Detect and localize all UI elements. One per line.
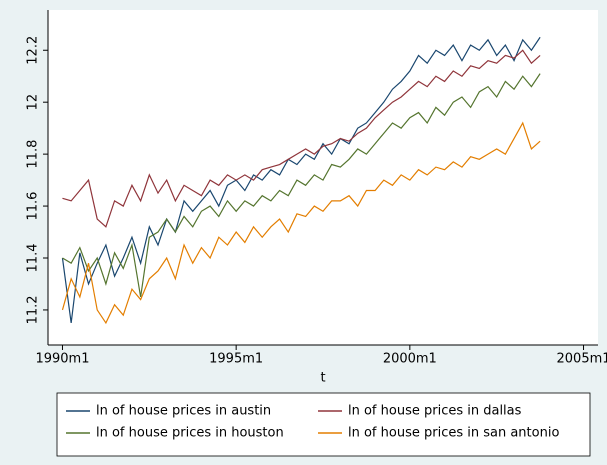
x-tick-label: 1995m1 (209, 352, 263, 367)
y-tick-label: 11.8 (26, 140, 41, 169)
legend-label: ln of house prices in houston (96, 426, 284, 441)
series-line (61, 36, 541, 324)
y-tick-label: 12.2 (26, 36, 41, 65)
legend-label: ln of house prices in austin (96, 404, 271, 419)
y-tick-label: 11.2 (26, 295, 41, 324)
x-tick-label: 2000m1 (383, 352, 437, 367)
legend-label: ln of house prices in san antonio (348, 426, 559, 441)
x-tick-label: 2005m1 (557, 352, 607, 367)
series-line (62, 49, 541, 228)
x-axis-label: t (320, 371, 325, 386)
x-tick-label: 1990m1 (35, 352, 89, 367)
y-tick-label: 12 (26, 94, 41, 111)
legend-label: ln of house prices in dallas (348, 404, 522, 419)
legend (56, 392, 591, 457)
series-line (62, 73, 541, 298)
series-line (61, 121, 541, 325)
y-tick-label: 11.4 (26, 244, 41, 273)
y-tick-label: 11.6 (26, 192, 41, 221)
